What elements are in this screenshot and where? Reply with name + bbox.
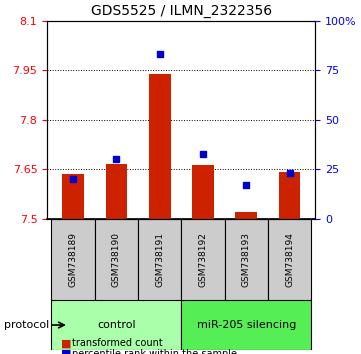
Text: GSM738191: GSM738191 <box>155 232 164 287</box>
Bar <box>235 212 257 219</box>
FancyBboxPatch shape <box>181 300 311 350</box>
Text: ■: ■ <box>61 338 72 348</box>
Text: GSM738194: GSM738194 <box>285 232 294 287</box>
Text: GSM738192: GSM738192 <box>199 232 208 287</box>
Bar <box>105 165 127 219</box>
FancyBboxPatch shape <box>225 219 268 300</box>
Text: miR-205 silencing: miR-205 silencing <box>196 320 296 330</box>
FancyBboxPatch shape <box>268 219 311 300</box>
FancyBboxPatch shape <box>52 300 181 350</box>
Text: ■: ■ <box>61 349 72 354</box>
Text: GSM738189: GSM738189 <box>69 232 78 287</box>
Bar <box>149 74 170 219</box>
Text: transformed count: transformed count <box>72 338 163 348</box>
FancyBboxPatch shape <box>95 219 138 300</box>
Text: GSM738190: GSM738190 <box>112 232 121 287</box>
Bar <box>279 172 300 219</box>
Title: GDS5525 / ILMN_2322356: GDS5525 / ILMN_2322356 <box>91 4 272 18</box>
Text: percentile rank within the sample: percentile rank within the sample <box>72 349 237 354</box>
Text: control: control <box>97 320 136 330</box>
Bar <box>192 165 214 219</box>
FancyBboxPatch shape <box>52 219 95 300</box>
FancyBboxPatch shape <box>138 219 181 300</box>
Text: protocol: protocol <box>4 320 49 330</box>
FancyBboxPatch shape <box>181 219 225 300</box>
Bar <box>62 175 84 219</box>
Text: GSM738193: GSM738193 <box>242 232 251 287</box>
